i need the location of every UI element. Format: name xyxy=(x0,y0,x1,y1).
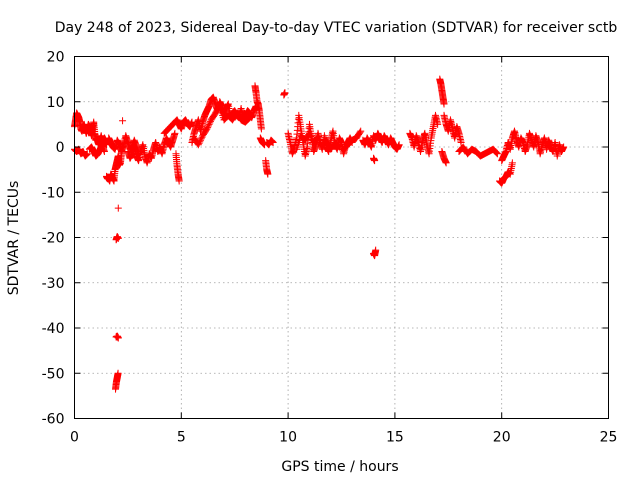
y-tick-label: -50 xyxy=(42,366,65,382)
data-point xyxy=(100,148,108,156)
data-point xyxy=(434,120,442,128)
data-point xyxy=(492,148,500,156)
data-point xyxy=(324,139,332,147)
data-point xyxy=(560,143,568,151)
data-point xyxy=(323,136,331,144)
data-point xyxy=(114,334,122,342)
data-point xyxy=(196,138,204,146)
data-point xyxy=(334,141,342,149)
y-tick-label: -20 xyxy=(42,231,65,247)
y-tick-label: -10 xyxy=(42,185,65,201)
chart-title: Day 248 of 2023, Sidereal Day-to-day VTE… xyxy=(55,20,618,36)
data-point xyxy=(356,128,364,136)
data-point xyxy=(372,246,380,254)
data-point xyxy=(335,143,343,151)
data-point xyxy=(281,89,289,97)
data-point xyxy=(315,137,323,145)
data-point xyxy=(305,129,313,137)
data-point xyxy=(307,132,315,140)
y-axis-label: SDTVAR / TECUs xyxy=(6,181,22,296)
data-point xyxy=(315,135,323,143)
data-point xyxy=(264,170,272,178)
data-point xyxy=(244,115,252,123)
axis-ticks: 0 5 10 15 20 25 -60 -50 -40 -30 -20 -10 0 10 20 xyxy=(42,50,618,446)
data-point xyxy=(203,125,211,133)
y-tick-label: 0 xyxy=(56,140,65,156)
data-point xyxy=(175,177,183,185)
data-point xyxy=(114,369,122,377)
data-point xyxy=(323,138,331,146)
data-point xyxy=(457,138,465,146)
y-tick-label: -60 xyxy=(42,412,65,428)
y-tick-label: 20 xyxy=(47,50,65,66)
data-point xyxy=(493,149,501,157)
x-tick-label: 10 xyxy=(279,430,297,446)
data-point xyxy=(395,141,403,149)
y-tick-label: 10 xyxy=(47,95,65,111)
grid-layer xyxy=(74,56,609,419)
x-tick-label: 5 xyxy=(177,430,186,446)
data-point xyxy=(442,159,450,167)
data-point xyxy=(371,157,379,165)
x-tick-label: 25 xyxy=(600,430,618,446)
data-point xyxy=(83,150,91,158)
y-tick-label: -30 xyxy=(42,276,65,292)
data-point xyxy=(119,117,127,125)
data-point xyxy=(197,135,205,143)
data-points xyxy=(71,75,568,393)
data-point xyxy=(206,119,214,127)
data-point xyxy=(114,234,122,242)
data-point xyxy=(205,120,213,128)
data-point xyxy=(335,142,343,150)
x-tick-label: 20 xyxy=(493,430,511,446)
data-point xyxy=(357,127,365,135)
data-point xyxy=(308,134,316,142)
data-point xyxy=(246,114,254,122)
y-tick-label: -40 xyxy=(42,321,65,337)
data-point xyxy=(204,123,212,131)
data-point xyxy=(306,131,314,139)
x-tick-label: 15 xyxy=(386,430,404,446)
data-point xyxy=(197,136,205,144)
data-point xyxy=(269,138,277,146)
data-point xyxy=(171,129,179,137)
data-point xyxy=(493,150,501,158)
x-axis-label: GPS time / hours xyxy=(281,459,398,475)
data-point xyxy=(508,159,516,167)
data-point xyxy=(440,100,448,108)
data-point xyxy=(257,125,265,133)
data-point xyxy=(194,141,202,149)
data-point xyxy=(195,139,203,147)
data-point xyxy=(204,122,212,130)
data-point xyxy=(314,134,322,142)
x-tick-label: 0 xyxy=(70,430,79,446)
data-point xyxy=(114,204,122,212)
data-point xyxy=(245,114,253,122)
